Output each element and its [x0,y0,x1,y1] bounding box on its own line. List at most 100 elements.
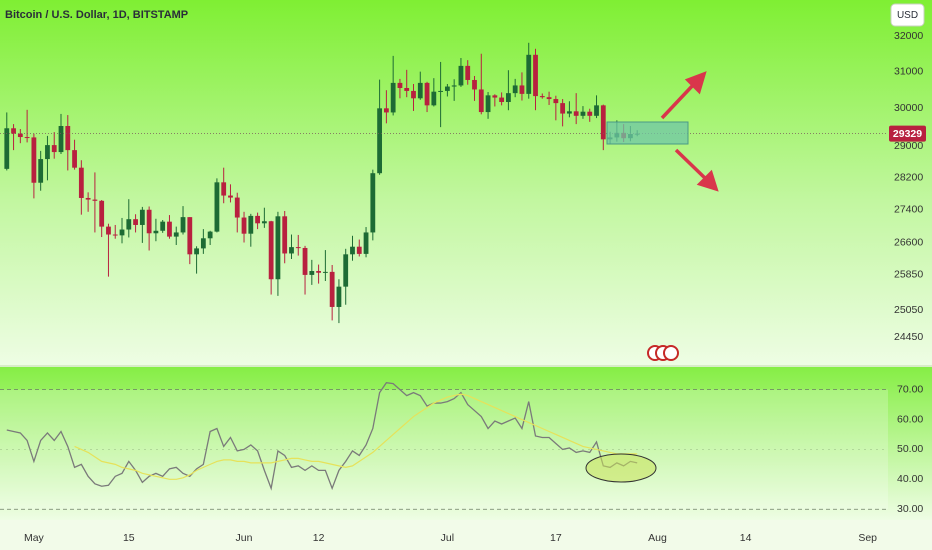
arrow-head [696,169,719,192]
candle-body [51,145,57,153]
y-tick-label: 32000 [894,30,923,42]
candle-body [133,219,138,225]
y-tick-label: 31000 [894,65,923,77]
candle-body [370,173,376,233]
candle-body [153,230,159,234]
rsi-line [74,393,638,480]
candle-body [72,150,77,168]
candle-body [58,125,64,153]
x-tick-label: Jun [236,532,253,544]
candle-body [383,108,389,113]
candle-body [4,128,10,169]
candle-body [404,88,410,91]
candle-body [112,234,118,236]
candle-body [485,95,491,113]
candle-body [553,99,559,104]
candle-body [580,111,586,116]
y-tick-label: 25850 [894,269,923,281]
candle-body [533,54,538,97]
candle-body [458,65,464,86]
candle-body [519,85,525,94]
candle-body [465,65,471,80]
event-icons [647,345,679,361]
candle-body [390,82,396,113]
candle-body [106,226,111,235]
candle-body [526,54,532,94]
candle-body [289,247,294,254]
rsi-pane [0,367,932,520]
candle-body [438,90,444,92]
candle-body [214,182,220,232]
candle-body [207,231,213,239]
candle-body [11,128,16,134]
y-tick-label: 30000 [894,102,923,114]
range-box [606,121,689,145]
candle-body [248,215,254,234]
plot-layer [0,42,888,510]
candle-body [255,215,260,224]
candle-body [268,221,274,280]
candle-body [85,197,91,200]
candle-body [234,197,240,218]
event-icon[interactable] [663,345,679,361]
currency-label[interactable]: USD [897,10,918,21]
candle-body [282,216,288,254]
y-tick-label: 29000 [894,140,923,152]
candle-body [512,85,518,94]
candle-body [600,105,606,140]
candle-body [499,97,505,103]
candle-body [322,271,328,273]
candle-body [492,95,498,98]
candle-body [180,217,186,233]
candle-body [24,137,30,139]
x-tick-label: Aug [648,532,667,544]
arrow-down [674,148,709,182]
candle-body [65,125,71,151]
candle-body [356,246,362,254]
candle-body [167,221,172,237]
candle-body [119,229,125,236]
candle-body [92,199,98,201]
candle-body [187,217,193,255]
currency-button[interactable] [890,3,925,27]
y-tick-label: 40.00 [897,473,923,485]
x-tick-label: 14 [740,532,752,544]
candle-body [594,105,599,116]
candle-body [45,145,50,160]
candle-body [472,79,477,90]
highlight-ellipse [585,453,657,483]
candle-body [444,86,450,91]
y-tick-label: 50.00 [897,443,923,455]
y-tick-label: 26600 [894,237,923,249]
candle-body [329,271,335,307]
x-tick-label: 17 [550,532,562,544]
y-tick-label: 25050 [894,304,923,316]
candle-body [417,82,423,99]
candle-body [350,246,355,255]
price-pane [0,0,932,365]
last-price-tag [889,125,926,142]
candle-body [451,85,457,87]
candle-body [126,219,132,230]
candle-body [343,254,349,287]
arrow-head [684,71,707,95]
candle-body [200,238,206,249]
y-tick-label: 28200 [894,171,923,183]
candle-body [221,182,227,196]
candle-body [194,248,199,255]
candle-body [478,89,484,113]
candle-body [99,200,105,227]
y-tick-label: 60.00 [897,413,923,425]
candle-body [546,97,552,100]
last-price-label: 29329 [893,128,922,140]
candle-body [505,93,511,103]
candle-body [139,209,145,225]
y-tick-label: 70.00 [897,383,923,395]
candle-body [31,137,37,183]
x-tick-label: Sep [858,532,877,544]
candle-body [302,247,308,275]
candle-body [241,217,247,234]
candle-body [431,91,437,106]
candle-body [295,247,301,249]
